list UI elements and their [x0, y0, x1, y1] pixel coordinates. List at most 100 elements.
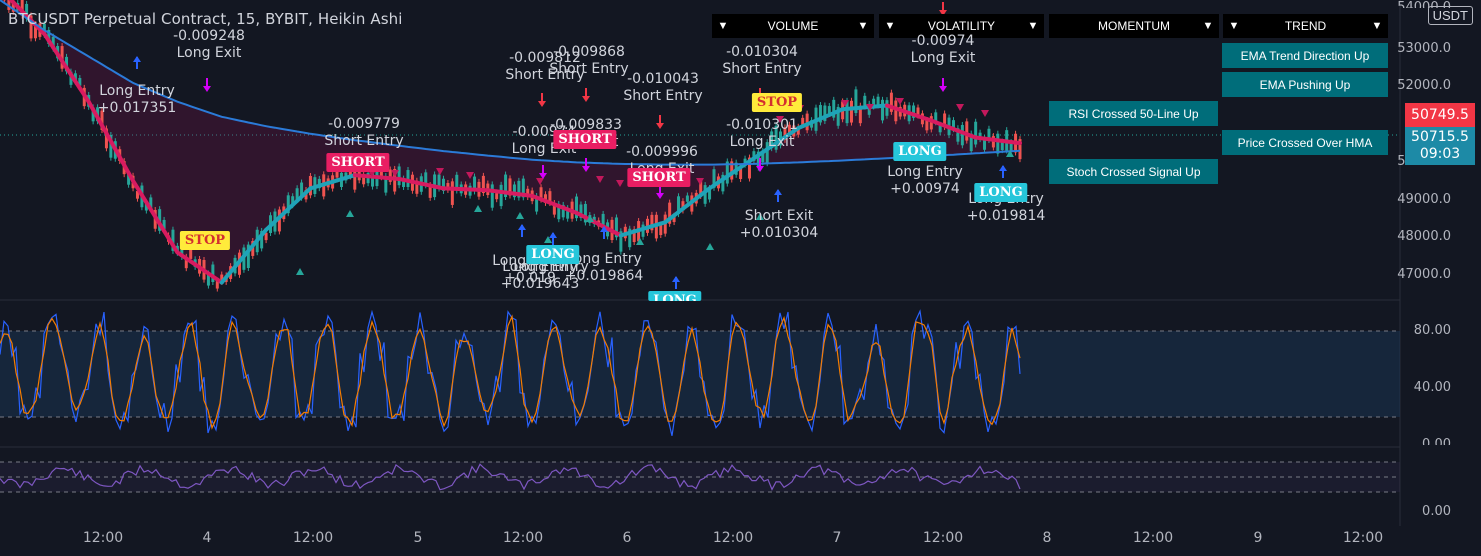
sell-triangle [436, 168, 444, 175]
candle-body [712, 169, 716, 188]
candle-body [455, 174, 459, 191]
candle-body [925, 120, 929, 131]
candle-body [823, 105, 827, 122]
candle-body [397, 166, 401, 186]
candle-body [881, 99, 885, 121]
candle-body [206, 273, 210, 286]
candle-body [286, 195, 290, 214]
tab-volatility[interactable]: ▼ VOLATILITY ▼ [879, 14, 1044, 38]
annotation: -0.010301 Long Exit [726, 117, 798, 150]
tab-trend[interactable]: ▼ TREND ▼ [1223, 14, 1388, 38]
candle-body [450, 181, 454, 205]
candle-body [33, 24, 37, 39]
candle-body [264, 232, 268, 241]
time-tick: 12:00 [502, 530, 544, 546]
sell-triangle [866, 104, 874, 111]
candle-body [357, 164, 361, 181]
candle-body [109, 134, 113, 158]
candle-body [1000, 141, 1004, 151]
time-tick: 4 [202, 530, 212, 546]
arrow-up-head [518, 224, 526, 230]
candle-body [29, 15, 33, 39]
candle-body [162, 219, 166, 229]
currency-badge[interactable]: USDT [1427, 6, 1473, 25]
arrow-down-head [582, 166, 590, 172]
annotation: -0.010043 Short Entry [623, 71, 703, 104]
buy-triangle [346, 210, 354, 217]
buy-triangle [296, 268, 304, 275]
sell-triangle [391, 170, 399, 177]
candle-body [424, 172, 428, 186]
candle-body [60, 46, 64, 69]
candle-body [836, 106, 840, 126]
candle-body [499, 184, 503, 207]
candle-body [929, 116, 933, 130]
candle-body [934, 112, 938, 123]
candle-body [260, 230, 264, 249]
tab-volume[interactable]: ▼ VOLUME ▼ [712, 14, 874, 38]
candle-body [770, 131, 774, 149]
arrow-up-head [999, 165, 1007, 171]
candle-body [956, 128, 960, 142]
long-label: LONG [893, 142, 947, 161]
candle-body [548, 191, 552, 204]
sell-triangle [981, 110, 989, 117]
buy-triangle [544, 236, 552, 243]
candle-body [827, 106, 831, 114]
buy-triangle [636, 238, 644, 245]
candle-body [703, 185, 707, 204]
candle-body [78, 78, 82, 86]
chart-title: BTCUSDT Perpetual Contract, 15, BYBIT, H… [8, 10, 403, 28]
candle-body [100, 110, 104, 130]
buy-triangle [516, 212, 524, 219]
sell-triangle [466, 172, 474, 179]
time-tick: 7 [832, 530, 842, 546]
tab-volume-label: VOLUME [767, 19, 819, 33]
candle-body [441, 178, 445, 191]
short-label: SHORT [326, 153, 390, 172]
candle-body [561, 204, 565, 218]
candle-body [787, 124, 791, 134]
candle-body [628, 228, 632, 248]
candle-body [756, 151, 760, 168]
stoch-tick: 80.00 [1413, 323, 1451, 338]
arrow-down-head [203, 86, 211, 92]
buy-triangle [474, 205, 482, 212]
candle-body [761, 150, 765, 163]
candle-body [681, 201, 685, 211]
arrow-down-head [582, 96, 590, 102]
tab-momentum[interactable]: MOMENTUM ▼ [1049, 14, 1219, 38]
long-label: LONG [526, 245, 580, 264]
arrow-down-head [539, 173, 547, 179]
candle-body [517, 180, 521, 198]
candle-body [300, 182, 304, 198]
price-tick-top: 54000.0 [1397, 0, 1451, 8]
stoch-tick: 40.00 [1413, 380, 1451, 395]
sell-triangle [841, 100, 849, 107]
price-tick: 49000.0 [1397, 192, 1451, 207]
buy-triangle [1006, 150, 1014, 157]
time-tick: 12:00 [1342, 530, 1384, 546]
price-pane [0, 0, 1022, 292]
short-label: SHORT [627, 168, 691, 187]
candle-body [508, 178, 512, 196]
candle-body [858, 105, 862, 124]
candle-body [295, 188, 299, 200]
annotation: -0.009812 Short Entry [505, 50, 585, 83]
bar-countdown: 09:03 [1419, 146, 1461, 162]
candle-body [543, 194, 547, 203]
price-tick: 48000.0 [1397, 229, 1451, 244]
candle-body [526, 188, 530, 197]
rsi-tick: 0.00 [1422, 504, 1451, 519]
candle-body [291, 196, 295, 206]
band-segment [1013, 140, 1022, 146]
candle-body [951, 120, 955, 130]
chevron-down-icon: ▼ [717, 20, 729, 32]
last-price-value: 50715.5 [1411, 129, 1469, 145]
candle-body [672, 215, 676, 223]
candle-body [730, 161, 734, 180]
candle-body [818, 105, 822, 123]
candle-body [575, 196, 579, 219]
chevron-down-icon: ▼ [1202, 20, 1214, 32]
